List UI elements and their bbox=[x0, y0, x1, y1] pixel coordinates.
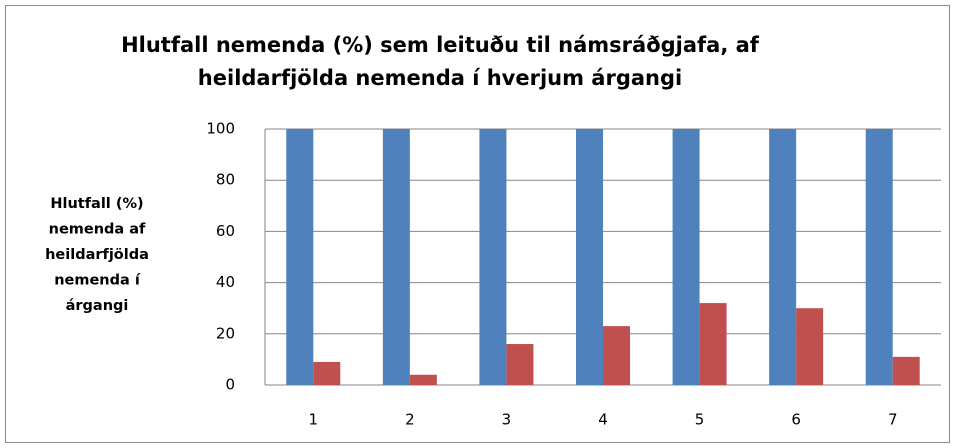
bar bbox=[769, 129, 797, 385]
x-tick-label: 5 bbox=[695, 411, 705, 429]
bar bbox=[576, 129, 603, 385]
bar bbox=[409, 374, 437, 385]
y-tick-label: 60 bbox=[216, 222, 235, 240]
x-tick-label: 6 bbox=[791, 411, 801, 429]
bar bbox=[892, 356, 920, 385]
y-tick-label: 80 bbox=[216, 171, 235, 189]
bar bbox=[672, 129, 700, 385]
x-tick-label: 7 bbox=[888, 411, 898, 429]
y-axis-label: heildarfjölda bbox=[45, 247, 149, 263]
bar bbox=[479, 129, 507, 385]
y-tick-label: 40 bbox=[216, 273, 235, 291]
bar bbox=[506, 344, 534, 385]
x-tick-label: 4 bbox=[598, 411, 608, 429]
bar bbox=[796, 308, 824, 385]
y-tick-label: 0 bbox=[225, 376, 235, 394]
chart-title: heildarfjölda nemenda í hverjum árgangi bbox=[198, 66, 682, 90]
x-tick-label: 3 bbox=[502, 411, 512, 429]
bar bbox=[286, 129, 314, 385]
y-axis-label: nemenda í bbox=[54, 273, 141, 289]
y-axis-label: árgangi bbox=[66, 298, 129, 314]
y-tick-label: 100 bbox=[206, 120, 235, 138]
bar bbox=[699, 303, 727, 385]
bar bbox=[865, 129, 893, 385]
y-axis-label: nemenda af bbox=[49, 222, 146, 238]
chart-title: Hlutfall nemenda (%) sem leituðu til nám… bbox=[121, 33, 760, 57]
bar bbox=[382, 129, 410, 385]
bar bbox=[313, 361, 341, 385]
y-tick-label: 20 bbox=[216, 324, 235, 342]
bar bbox=[603, 326, 630, 385]
x-tick-label: 2 bbox=[405, 411, 415, 429]
y-axis-label: Hlutfall (%) bbox=[50, 196, 143, 212]
x-tick-label: 1 bbox=[309, 411, 319, 429]
